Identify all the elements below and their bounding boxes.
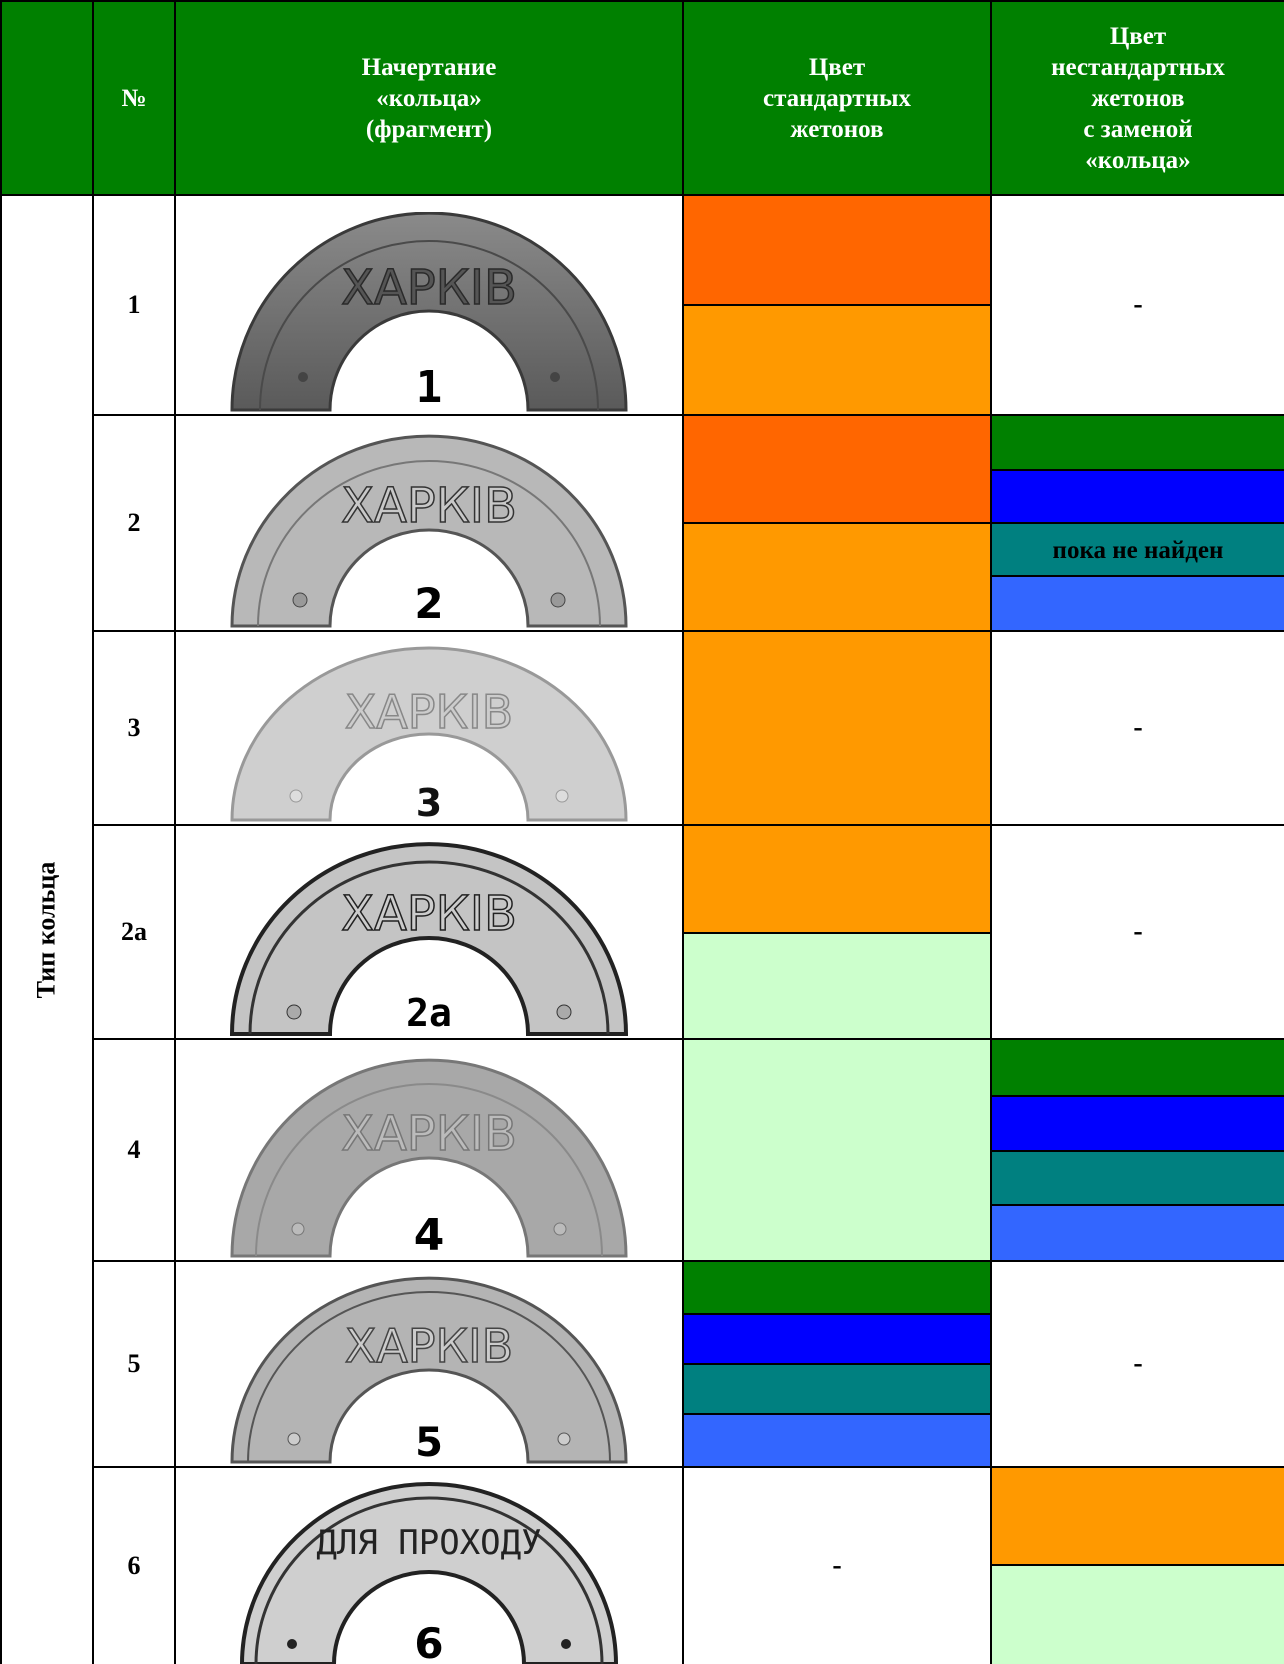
row-number: 4	[127, 1135, 141, 1164]
ring-fragment-3: ХАРКІВ 3	[230, 646, 628, 822]
ring-number: 6	[414, 1619, 443, 1664]
nonstandard-color-band	[992, 1204, 1284, 1260]
standard-color-band	[684, 1413, 990, 1466]
ring-fragment-4: ХАРКІВ 4	[230, 1058, 628, 1258]
ring-number: 2а	[406, 991, 452, 1035]
ring-number: 5	[415, 1420, 443, 1464]
ring-type-label-text: Тип кольца	[31, 861, 60, 999]
ring-inscription: ДЛЯ ПРОХОДУ	[316, 1523, 541, 1563]
standard-color-band	[684, 1040, 990, 1260]
standard-color-band	[684, 826, 990, 934]
not-found-note: пока не найден	[1052, 536, 1224, 564]
nonstandard-color-band	[992, 1564, 1284, 1664]
row-number: 6	[127, 1551, 141, 1580]
row-number: 2	[127, 508, 141, 537]
ring-number: 1	[416, 362, 443, 412]
header-standard-color: Цвет стандартных жетонов	[762, 53, 911, 143]
ring-fragment-2a: ХАРКІВ 2а	[229, 842, 629, 1036]
standard-color-band	[684, 1262, 990, 1315]
grid-line	[0, 0, 1284, 2]
ring-fragment-5: ХАРКІВ 5	[230, 1276, 628, 1464]
ring-fragment-2: ХАРКІВ 2	[230, 434, 628, 628]
nonstandard-color-band	[992, 1468, 1284, 1566]
row-number: 1	[127, 290, 141, 319]
nonstandard-color-band	[992, 469, 1284, 524]
standard-color-band	[684, 196, 990, 306]
standard-color-band	[684, 522, 990, 630]
nonstandard-color-band	[992, 1095, 1284, 1152]
ring-fragment-1: ХАРКІВ 1	[230, 212, 628, 412]
ring-inscription: ХАРКІВ	[345, 1319, 514, 1373]
nonstandard-none: -	[1133, 1348, 1143, 1379]
ring-fragment-6: ДЛЯ ПРОХОДУ 6	[239, 1482, 619, 1664]
standard-color-band	[684, 1313, 990, 1365]
nonstandard-color-band	[992, 416, 1284, 471]
standard-color-band	[684, 304, 990, 414]
grid-line	[682, 0, 684, 1664]
ring-number: 3	[416, 781, 442, 822]
table-header	[0, 0, 1284, 196]
standard-color-band	[684, 632, 990, 824]
grid-line	[0, 194, 1284, 196]
row-number: 2а	[121, 917, 147, 946]
grid-line	[92, 1260, 1284, 1262]
ring-type-label: Тип кольца	[0, 196, 92, 1664]
nonstandard-none: -	[1133, 289, 1143, 320]
header-ring-style: Начертание «кольца» (фрагмент)	[361, 53, 497, 143]
standard-color-band	[684, 932, 990, 1038]
ring-inscription: ХАРКІВ	[341, 1106, 517, 1162]
header-no: №	[121, 84, 147, 112]
nonstandard-none: -	[1133, 712, 1143, 743]
grid-line	[990, 0, 992, 1664]
grid-line	[92, 630, 1284, 632]
ring-number: 2	[414, 579, 443, 628]
nonstandard-color-band	[992, 1150, 1284, 1206]
standard-none: -	[832, 1550, 842, 1581]
grid-line	[92, 1038, 1284, 1040]
ring-inscription: ХАРКІВ	[341, 886, 517, 942]
header-nonstandard-color: Цвет нестандартных жетонов с заменой «ко…	[1051, 22, 1225, 174]
grid-line	[0, 0, 2, 1664]
ring-inscription: ХАРКІВ	[341, 260, 517, 316]
grid-line	[92, 824, 1284, 826]
standard-color-band	[684, 1363, 990, 1415]
ring-inscription: ХАРКІВ	[345, 685, 514, 739]
nonstandard-none: -	[1133, 916, 1143, 947]
nonstandard-color-band: пока не найден	[992, 522, 1284, 577]
nonstandard-color-band	[992, 575, 1284, 630]
row-number: 3	[127, 713, 141, 742]
grid-line	[174, 0, 176, 1664]
grid-line	[92, 0, 94, 1664]
ring-number: 4	[414, 1210, 445, 1258]
grid-line	[92, 1466, 1284, 1468]
standard-color-band	[684, 416, 990, 524]
row-number: 5	[127, 1349, 141, 1378]
nonstandard-color-band	[992, 1040, 1284, 1097]
ring-inscription: ХАРКІВ	[341, 478, 517, 534]
grid-line	[92, 414, 1284, 416]
